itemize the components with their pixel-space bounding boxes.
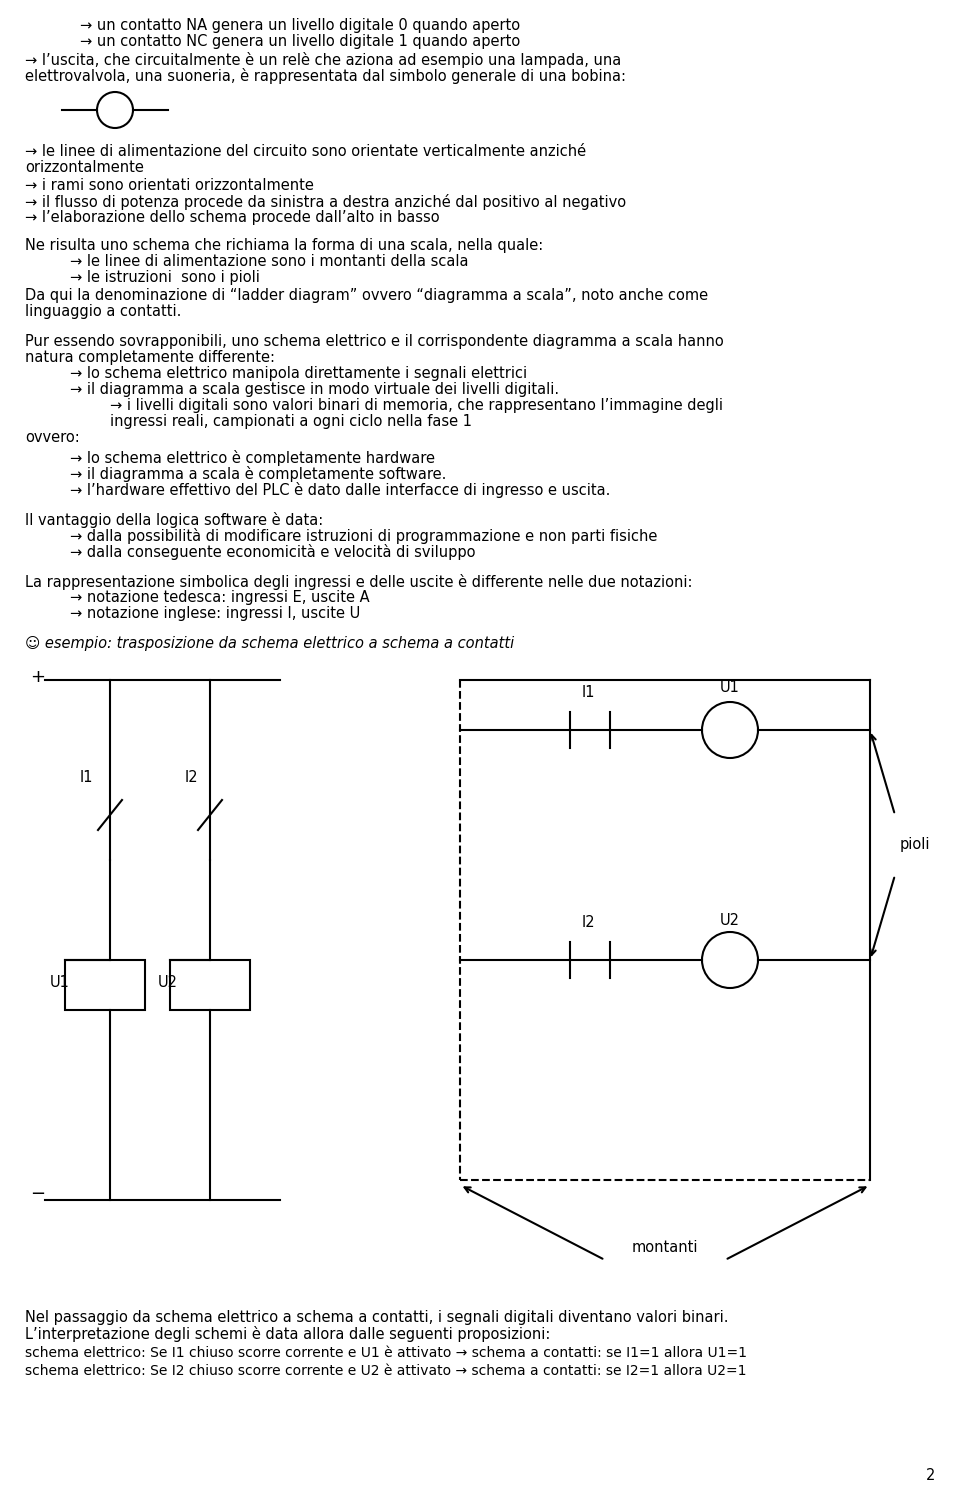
Text: Pur essendo sovrapponibili, uno schema elettrico e il corrispondente diagramma a: Pur essendo sovrapponibili, uno schema e… (25, 334, 724, 349)
Text: U1: U1 (50, 975, 70, 990)
Text: → l’uscita, che circuitalmente è un relè che aziona ad esempio una lampada, una: → l’uscita, che circuitalmente è un relè… (25, 53, 621, 68)
Text: → il diagramma a scala gestisce in modo virtuale dei livelli digitali.: → il diagramma a scala gestisce in modo … (70, 382, 559, 397)
Text: La rappresentazione simbolica degli ingressi e delle uscite è differente nelle d: La rappresentazione simbolica degli ingr… (25, 574, 692, 591)
Text: → i rami sono orientati orizzontalmente: → i rami sono orientati orizzontalmente (25, 177, 314, 192)
Text: → un contatto NA genera un livello digitale 0 quando aperto: → un contatto NA genera un livello digit… (80, 18, 520, 33)
Text: U2: U2 (720, 912, 740, 927)
Text: → le linee di alimentazione del circuito sono orientate verticalmente anziché: → le linee di alimentazione del circuito… (25, 144, 587, 159)
Text: → dalla possibilità di modificare istruzioni di programmazione e non parti fisic: → dalla possibilità di modificare istruz… (70, 528, 658, 544)
Text: linguaggio a contatti.: linguaggio a contatti. (25, 304, 181, 319)
Text: 2: 2 (925, 1468, 935, 1483)
Text: → il flusso di potenza procede da sinistra a destra anziché dal positivo al nega: → il flusso di potenza procede da sinist… (25, 194, 626, 210)
Text: Nel passaggio da schema elettrico a schema a contatti, i segnali digitali divent: Nel passaggio da schema elettrico a sche… (25, 1311, 729, 1326)
Text: schema elettrico: Se I2 chiuso scorre corrente e U2 è attivato → schema a contat: schema elettrico: Se I2 chiuso scorre co… (25, 1365, 747, 1378)
Text: −: − (30, 1184, 45, 1202)
Text: → dalla conseguente economicità e velocità di sviluppo: → dalla conseguente economicità e veloci… (70, 544, 475, 561)
Text: montanti: montanti (632, 1240, 698, 1255)
Text: schema elettrico: Se I1 chiuso scorre corrente e U1 è attivato → schema a contat: schema elettrico: Se I1 chiuso scorre co… (25, 1347, 747, 1360)
Text: pioli: pioli (900, 837, 930, 852)
Text: U1: U1 (720, 679, 740, 694)
Bar (65, 960, 145, 1010)
Text: → l’hardware effettivo del PLC è dato dalle interfacce di ingresso e uscita.: → l’hardware effettivo del PLC è dato da… (70, 482, 611, 497)
Text: → notazione tedesca: ingressi E, uscite A: → notazione tedesca: ingressi E, uscite … (70, 591, 370, 606)
Bar (170, 960, 250, 1010)
Text: → un contatto NC genera un livello digitale 1 quando aperto: → un contatto NC genera un livello digit… (80, 35, 520, 50)
Text: → lo schema elettrico è completamente hardware: → lo schema elettrico è completamente ha… (70, 449, 435, 466)
Text: natura completamente differente:: natura completamente differente: (25, 350, 275, 365)
Text: I1: I1 (80, 770, 93, 785)
Text: orizzontalmente: orizzontalmente (25, 159, 144, 174)
Text: → l’elaborazione dello schema procede dall’alto in basso: → l’elaborazione dello schema procede da… (25, 210, 440, 225)
Text: → notazione inglese: ingressi I, uscite U: → notazione inglese: ingressi I, uscite … (70, 606, 360, 621)
Text: elettrovalvola, una suoneria, è rappresentata dal simbolo generale di una bobina: elettrovalvola, una suoneria, è rapprese… (25, 68, 626, 84)
Text: → i livelli digitali sono valori binari di memoria, che rappresentano l’immagine: → i livelli digitali sono valori binari … (110, 398, 723, 413)
Text: ingressi reali, campionati a ogni ciclo nella fase 1: ingressi reali, campionati a ogni ciclo … (110, 413, 472, 428)
Text: ovvero:: ovvero: (25, 430, 80, 445)
Text: Ne risulta uno schema che richiama la forma di una scala, nella quale:: Ne risulta uno schema che richiama la fo… (25, 237, 543, 253)
Text: +: + (30, 667, 45, 685)
Text: Da qui la denominazione di “ladder diagram” ovvero “diagramma a scala”, noto anc: Da qui la denominazione di “ladder diagr… (25, 289, 708, 304)
Text: I2: I2 (185, 770, 199, 785)
Text: I1: I1 (581, 685, 595, 700)
Text: L’interpretazione degli schemi è data allora dalle seguenti proposizioni:: L’interpretazione degli schemi è data al… (25, 1326, 550, 1342)
Text: U2: U2 (158, 975, 178, 990)
Text: → il diagramma a scala è completamente software.: → il diagramma a scala è completamente s… (70, 466, 446, 482)
Text: I2: I2 (581, 915, 595, 930)
Text: Il vantaggio della logica software è data:: Il vantaggio della logica software è dat… (25, 513, 324, 528)
Text: ☺ esempio: trasposizione da schema elettrico a schema a contatti: ☺ esempio: trasposizione da schema elett… (25, 636, 515, 651)
Text: → le istruzioni  sono i pioli: → le istruzioni sono i pioli (70, 271, 260, 286)
Text: → le linee di alimentazione sono i montanti della scala: → le linee di alimentazione sono i monta… (70, 254, 468, 269)
Text: → lo schema elettrico manipola direttamente i segnali elettrici: → lo schema elettrico manipola direttame… (70, 367, 527, 380)
